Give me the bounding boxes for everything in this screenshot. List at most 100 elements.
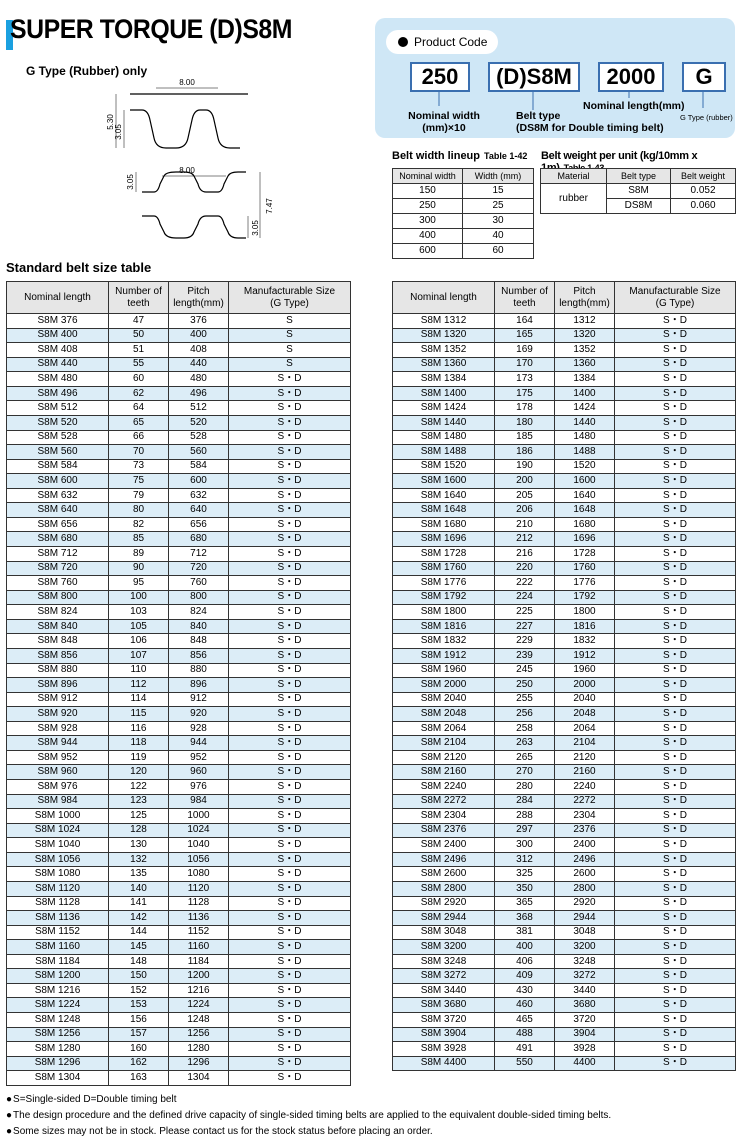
cell: 1816 [554, 618, 615, 635]
cell: 3440 [554, 982, 615, 999]
cell: S・D [228, 647, 351, 664]
cell: S8M 1224 [6, 997, 109, 1013]
label-text: Product Code [414, 35, 488, 49]
cell: 170 [494, 356, 555, 373]
cell: 180 [494, 414, 555, 431]
cell: S・D [228, 677, 351, 693]
cell: S8M 496 [6, 385, 109, 402]
cell: 440 [168, 356, 229, 373]
row: S8M 1480 185 1480 S・D [392, 429, 736, 446]
cell: S8M 1912 [392, 647, 495, 664]
cell: 1248 [168, 1012, 229, 1028]
cell: 1696 [554, 531, 615, 547]
cell: 142 [108, 910, 169, 926]
cell: S・D [228, 851, 351, 868]
cell: S8M 1728 [392, 546, 495, 562]
cell: S・D [228, 589, 351, 606]
cell: 216 [494, 546, 555, 562]
cell: 952 [168, 749, 229, 766]
row: S8M 680 85 680 S・D [6, 531, 351, 547]
cell: S・D [228, 997, 351, 1013]
header-cell: Nominal length [6, 281, 109, 314]
cell: 1400 [554, 385, 615, 402]
cell: S8M 584 [6, 458, 109, 475]
cell: 2240 [554, 779, 615, 795]
row: S8M 1120 140 1120 S・D [6, 880, 351, 897]
cell: S・D [614, 822, 736, 839]
cell: 79 [108, 487, 169, 504]
cell: 85 [108, 531, 169, 547]
row: S8M 3200 400 3200 S・D [392, 939, 736, 955]
cell: S・D [614, 1041, 736, 1057]
row: S8M 2272 284 2272 S・D [392, 793, 736, 810]
cell: S8M 856 [6, 647, 109, 664]
cell: 115 [108, 706, 169, 722]
cell: 1000 [168, 808, 229, 824]
cell: 1776 [554, 575, 615, 591]
row: S8M 2800 350 2800 S・D [392, 880, 736, 897]
cell: S・D [614, 589, 736, 606]
cell: S8M 1792 [392, 589, 495, 606]
cell: S8M 4400 [392, 1055, 495, 1072]
cell: 114 [108, 691, 169, 708]
cell: 160 [108, 1041, 169, 1057]
row: S8M 720 90 720 S・D [6, 560, 351, 577]
cell: S8M 952 [6, 749, 109, 766]
cell: S・D [614, 560, 736, 577]
cell: S・D [228, 618, 351, 635]
cell: S・D [228, 910, 351, 926]
weight-table: Material Belt type Belt weight rubber S8M 0.0… [540, 168, 736, 214]
cell: S8M 984 [6, 793, 109, 810]
cell: 55 [108, 356, 169, 373]
cell: 106 [108, 633, 169, 649]
caption-title: Belt width lineup [392, 150, 480, 162]
code-part: 250 [410, 62, 470, 92]
row: S8M 1696 212 1696 S・D [392, 531, 736, 547]
cell: 2120 [554, 749, 615, 766]
note: The design procedure and the defined dri… [6, 1110, 611, 1121]
row: S8M 600 75 600 S・D [6, 473, 351, 489]
cell: 119 [108, 749, 169, 766]
cell: S8M 960 [6, 764, 109, 780]
cell: S [228, 313, 351, 329]
cell: S8M 1832 [392, 633, 495, 649]
row: S8M 2120 265 2120 S・D [392, 749, 736, 766]
row: S8M 440 55 440 S [6, 356, 351, 373]
cell: 3680 [554, 997, 615, 1013]
cell: 1296 [168, 1055, 229, 1072]
cell: 584 [168, 458, 229, 475]
row: S8M 3272 409 3272 S・D [392, 968, 736, 984]
cell: S・D [228, 458, 351, 475]
row: S8M 2040 255 2040 S・D [392, 691, 736, 708]
cell: 2304 [554, 808, 615, 824]
cell: S・D [228, 691, 351, 708]
code-desc: Belt type (DS8M for Double timing belt) [516, 110, 664, 134]
cell: 157 [108, 1026, 169, 1043]
cell: 132 [108, 851, 169, 868]
cell: S8M 3272 [392, 968, 495, 984]
cell: S・D [614, 808, 736, 824]
cell: S・D [228, 793, 351, 810]
code-part: G [682, 62, 726, 92]
note-text: S=Single-sided D=Double timing belt [13, 1094, 177, 1105]
dim-label: 3.05 [251, 220, 260, 236]
cell: S8M 2400 [392, 837, 495, 853]
caption-number: Table 1-42 [484, 151, 528, 161]
cell: S8M 1440 [392, 414, 495, 431]
cell: S・D [614, 895, 736, 912]
row: S8M 2240 280 2240 S・D [392, 779, 736, 795]
cell: S・D [228, 1055, 351, 1072]
cell: S8M 2104 [392, 735, 495, 751]
cell: 212 [494, 531, 555, 547]
cell: 2160 [554, 764, 615, 780]
cell: S・D [614, 720, 736, 737]
row: 250 25 [392, 198, 534, 214]
table-caption: Belt width lineup Table 1-42 [392, 150, 527, 162]
cell: 1352 [554, 342, 615, 358]
row: S8M 1800 225 1800 S・D [392, 604, 736, 620]
cell: S・D [614, 618, 736, 635]
cell: 928 [168, 720, 229, 737]
cell: S・D [614, 385, 736, 402]
header-cell: Nominal length [392, 281, 495, 314]
row: S8M 2400 300 2400 S・D [392, 837, 736, 853]
